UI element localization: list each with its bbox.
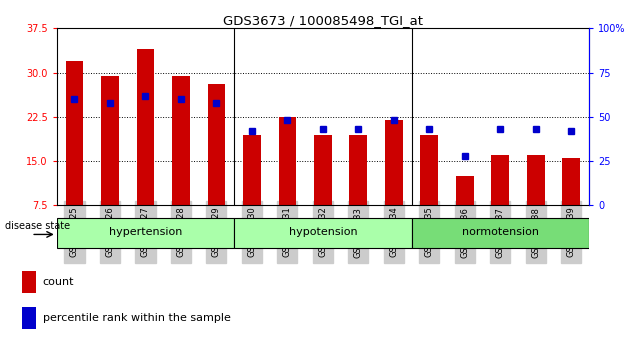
Bar	[57, 218, 234, 248]
Bar	[350, 135, 367, 205]
Bar	[385, 120, 403, 205]
Bar	[101, 75, 119, 205]
Text: hypertension: hypertension	[109, 227, 182, 237]
Bar	[22, 271, 36, 292]
Bar	[527, 155, 545, 205]
Bar	[66, 61, 83, 205]
Bar	[172, 75, 190, 205]
Text: count: count	[43, 276, 74, 287]
Text: normotension: normotension	[462, 227, 539, 237]
Bar	[137, 49, 154, 205]
Bar	[411, 218, 589, 248]
Bar	[456, 176, 474, 205]
Bar	[420, 135, 438, 205]
Title: GDS3673 / 100085498_TGI_at: GDS3673 / 100085498_TGI_at	[223, 14, 423, 27]
Text: hypotension: hypotension	[289, 227, 357, 237]
Bar	[243, 135, 261, 205]
Bar	[278, 117, 296, 205]
Bar	[491, 155, 509, 205]
Bar	[563, 158, 580, 205]
Bar	[314, 135, 332, 205]
Bar	[22, 307, 36, 329]
Text: percentile rank within the sample: percentile rank within the sample	[43, 313, 231, 323]
Bar	[234, 218, 411, 248]
Text: disease state: disease state	[4, 221, 70, 231]
Bar	[207, 84, 226, 205]
